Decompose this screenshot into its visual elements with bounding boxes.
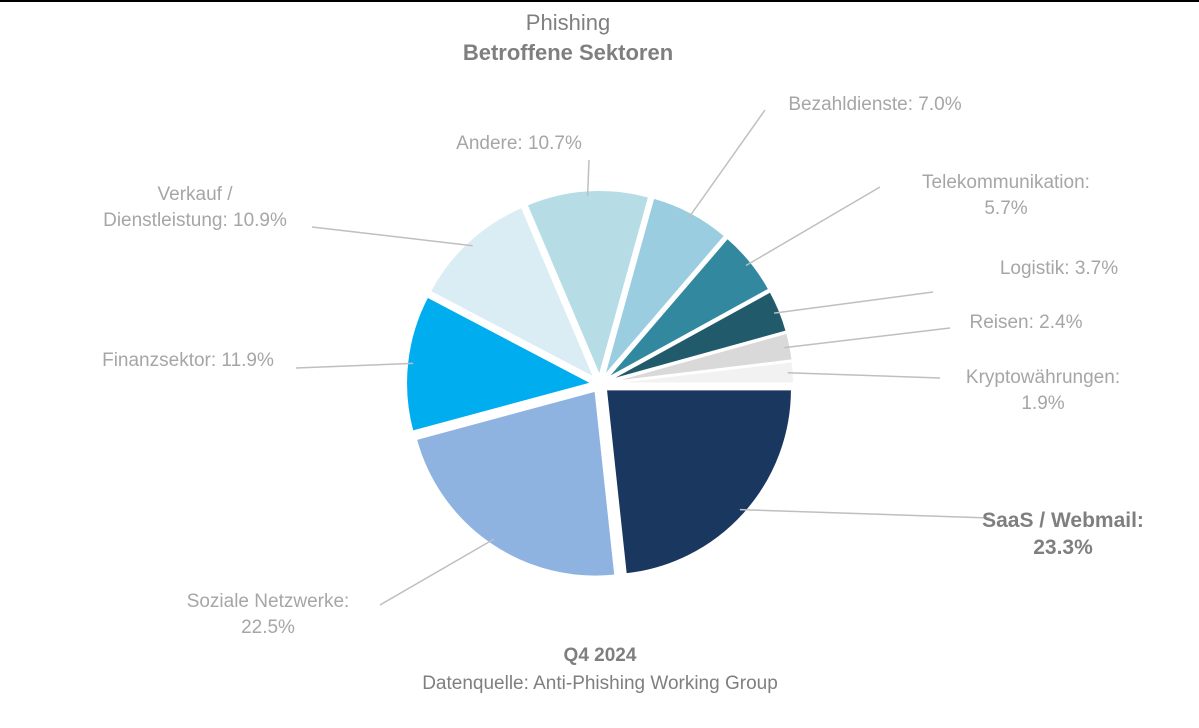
leader-line-telekommunikation bbox=[745, 186, 881, 267]
pie-slice-bezahldienste bbox=[602, 196, 727, 378]
leader-line-kryptowaehrungen bbox=[787, 372, 941, 379]
leader-line-bezahldienste bbox=[687, 109, 766, 219]
leader-line-soziale-netzwerke bbox=[379, 538, 495, 606]
slice-labels: SaaS / Webmail: 23.3% Soziale Netzwerke: 22… bbox=[102, 94, 1144, 638]
slice-label-line: 22.5% bbox=[241, 617, 295, 638]
leader-lines bbox=[295, 109, 991, 606]
slice-label-verkauf-dienstleistung: Verkauf / Dienstleistung: 10.9% bbox=[103, 184, 287, 231]
slice-label-line: Bezahldienste: 7.0% bbox=[788, 94, 961, 115]
slice-label-line: Reisen: 2.4% bbox=[969, 312, 1082, 333]
leader-line-reisen bbox=[784, 327, 951, 349]
leader-line-verkauf-dienstleistung bbox=[311, 226, 473, 247]
slice-label-line: Finanzsektor: 11.9% bbox=[102, 350, 274, 371]
slice-label-soziale-netzwerke: Soziale Netzwerke: 22.5% bbox=[187, 591, 350, 638]
slice-label-line: Andere: 10.7% bbox=[456, 133, 582, 154]
slice-label-line: Dienstleistung: 10.9% bbox=[103, 210, 287, 231]
slice-label-kryptowaehrungen: Kryptowährungen: 1.9% bbox=[966, 367, 1120, 414]
slice-label-line: Soziale Netzwerke: bbox=[187, 591, 350, 612]
slice-label-line: 5.7% bbox=[984, 198, 1027, 219]
pie-slice-saas-webmail bbox=[604, 388, 793, 576]
chart-title: Phishing bbox=[525, 10, 611, 35]
slice-label-line: 1.9% bbox=[1021, 393, 1064, 414]
slice-label-line: Verkauf / bbox=[158, 184, 234, 205]
pie-slice-logistik bbox=[606, 290, 788, 382]
chart-subtitle: Betroffene Sektoren bbox=[462, 40, 674, 65]
pie-slice-finanzsektor bbox=[405, 295, 595, 433]
slice-label-reisen: Reisen: 2.4% bbox=[969, 312, 1082, 333]
pie-slice-verkauf-dienstleistung bbox=[428, 205, 597, 381]
leader-line-finanzsektor bbox=[295, 362, 414, 369]
slice-label-line: 23.3% bbox=[1033, 536, 1093, 559]
slice-label-telekommunikation: Telekommunikation: 5.7% bbox=[922, 172, 1090, 219]
leader-line-logistik bbox=[774, 291, 934, 314]
slice-label-line: SaaS / Webmail: bbox=[982, 509, 1144, 532]
slice-label-saas-webmail: SaaS / Webmail: 23.3% bbox=[982, 509, 1144, 559]
slice-label-logistik: Logistik: 3.7% bbox=[1000, 258, 1118, 279]
slice-label-line: Telekommunikation: bbox=[922, 172, 1090, 193]
slice-label-bezahldienste: Bezahldienste: 7.0% bbox=[788, 94, 961, 115]
pie-slice-telekommunikation bbox=[605, 236, 771, 380]
pie-slice-soziale-netzwerke bbox=[414, 389, 617, 578]
footer-source: Datenquelle: Anti-Phishing Working Group bbox=[422, 673, 778, 694]
top-rule bbox=[0, 0, 1199, 2]
leader-line-andere bbox=[586, 159, 590, 197]
slice-label-line: Logistik: 3.7% bbox=[1000, 258, 1118, 279]
slice-label-andere: Andere: 10.7% bbox=[456, 133, 582, 154]
slice-label-line: Kryptowährungen: bbox=[966, 367, 1120, 388]
footer-period: Q4 2024 bbox=[563, 645, 637, 666]
pie-slices bbox=[405, 189, 795, 578]
slice-label-finanzsektor: Finanzsektor: 11.9% bbox=[102, 350, 274, 371]
leader-line-saas-webmail bbox=[739, 508, 991, 519]
